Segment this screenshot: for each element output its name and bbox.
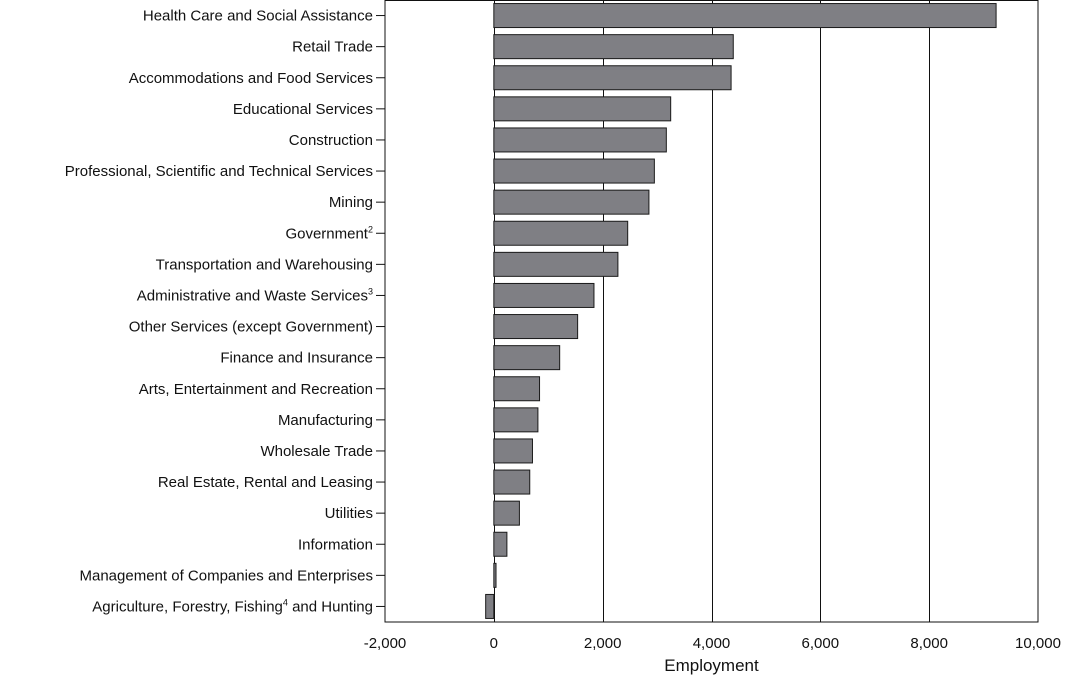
category-label: Professional, Scientific and Technical S…: [65, 163, 373, 180]
category-label: Government2: [285, 224, 373, 242]
category-label: Transportation and Warehousing: [156, 256, 373, 273]
x-tick-label: 6,000: [802, 635, 840, 652]
category-label: Wholesale Trade: [260, 443, 373, 460]
grid-lines: [494, 0, 930, 622]
bar: [493, 251, 619, 277]
bar: [493, 34, 734, 60]
category-label: Management of Companies and Enterprises: [80, 567, 374, 584]
x-tick-label: 0: [490, 635, 498, 652]
category-label: Health Care and Social Assistance: [143, 8, 373, 25]
category-label: Other Services (except Government): [129, 319, 373, 336]
bar: [493, 469, 531, 495]
bar: [493, 189, 650, 215]
category-label: Educational Services: [233, 101, 373, 118]
bar: [493, 127, 667, 153]
category-label: Mining: [329, 194, 373, 211]
x-tick-label: -2,000: [364, 635, 407, 652]
bar: [493, 158, 655, 184]
bar: [493, 345, 561, 371]
bar: [493, 376, 541, 402]
category-label: Agriculture, Forestry, Fishing4 and Hunt…: [92, 597, 373, 615]
bar: [493, 3, 997, 29]
category-label: Real Estate, Rental and Leasing: [158, 474, 373, 491]
bar: [493, 531, 508, 557]
category-label: Utilities: [325, 505, 373, 522]
bars: [485, 3, 997, 619]
category-label: Retail Trade: [292, 39, 373, 56]
bar: [493, 282, 595, 308]
bar: [493, 314, 579, 340]
category-label: Information: [298, 536, 373, 553]
bar: [493, 220, 629, 246]
x-axis-title: Employment: [664, 656, 759, 675]
bar: [485, 593, 495, 619]
x-tick-label: 8,000: [910, 635, 948, 652]
bar: [493, 407, 539, 433]
category-label: Manufacturing: [278, 412, 373, 429]
x-tick-label: 2,000: [584, 635, 622, 652]
x-tick-label: 10,000: [1015, 635, 1061, 652]
category-label: Administrative and Waste Services3: [137, 286, 373, 304]
category-label: Construction: [289, 132, 373, 149]
bar: [493, 500, 520, 526]
bar: [493, 562, 497, 588]
plot-frame: [384, 0, 1039, 623]
bar: [493, 65, 732, 91]
category-label: Accommodations and Food Services: [129, 70, 373, 87]
category-label: Finance and Insurance: [220, 350, 373, 367]
category-label: Arts, Entertainment and Recreation: [139, 381, 373, 398]
bar: [493, 438, 533, 464]
category-labels: Health Care and Social Assistance Retail …: [65, 8, 385, 615]
x-tick-label: 4,000: [693, 635, 731, 652]
x-tick-labels: -2,000 0 2,000 4,000 6,000 8,000 10,000: [364, 635, 1061, 652]
bar: [493, 96, 672, 122]
